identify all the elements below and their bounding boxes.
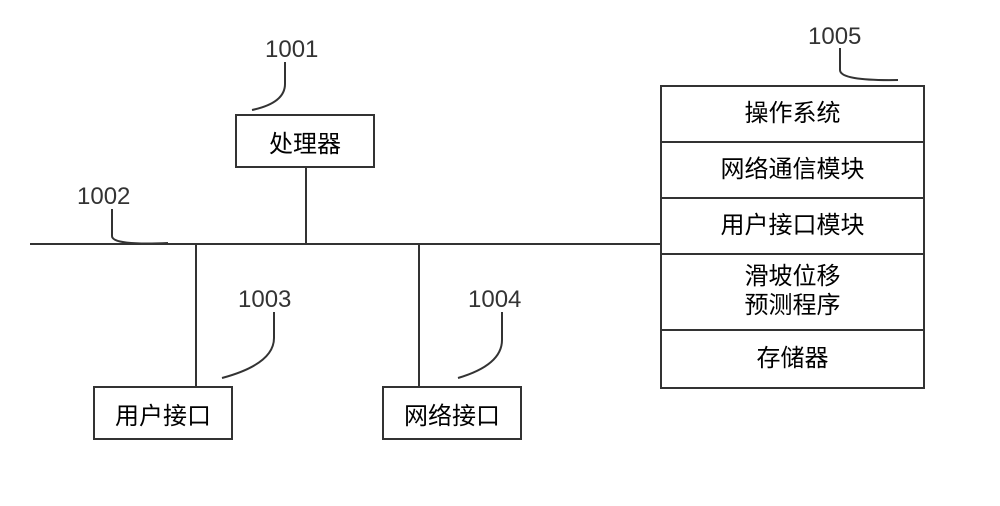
ref-1001-label: 1001 <box>265 36 318 64</box>
stack-row: 存储器 <box>662 331 923 387</box>
stack-row: 网络通信模块 <box>662 143 923 199</box>
ref-1004-label: 1004 <box>468 286 521 314</box>
stack-row: 滑坡位移 预测程序 <box>662 255 923 331</box>
network-interface-box: 网络接口 <box>382 386 522 440</box>
processor-label: 处理器 <box>269 124 341 159</box>
processor-connector <box>305 168 307 243</box>
system-block-diagram: 处理器 用户接口 网络接口 操作系统网络通信模块用户接口模块滑坡位移 预测程序存… <box>0 0 1000 506</box>
stack-row-label: 存储器 <box>757 345 829 374</box>
user-interface-box: 用户接口 <box>93 386 233 440</box>
stack-row-label: 操作系统 <box>745 100 841 129</box>
stack-row: 用户接口模块 <box>662 199 923 255</box>
stack-row: 操作系统 <box>662 87 923 143</box>
bus-line <box>30 243 660 245</box>
stack-row-label: 用户接口模块 <box>721 212 865 241</box>
ref-1005-label: 1005 <box>808 23 861 51</box>
processor-box: 处理器 <box>235 114 375 168</box>
ref-1003-label: 1003 <box>238 286 291 314</box>
network-interface-connector <box>418 243 420 386</box>
ref-1002-label: 1002 <box>77 183 130 211</box>
network-interface-label: 网络接口 <box>404 396 500 431</box>
memory-stack-box: 操作系统网络通信模块用户接口模块滑坡位移 预测程序存储器 <box>660 85 925 389</box>
stack-row-label: 滑坡位移 预测程序 <box>745 263 841 321</box>
stack-row-label: 网络通信模块 <box>721 156 865 185</box>
user-interface-connector <box>195 243 197 386</box>
user-interface-label: 用户接口 <box>115 396 211 431</box>
